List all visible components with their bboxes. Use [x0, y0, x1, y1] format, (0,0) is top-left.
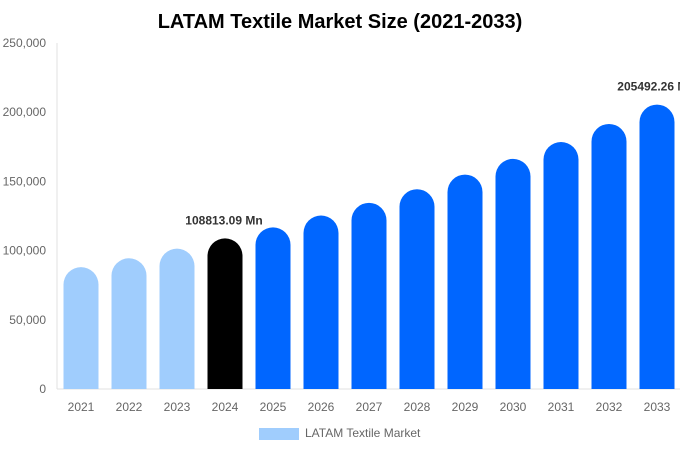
- x-tick-label: 2024: [212, 400, 239, 414]
- x-tick-label: 2029: [452, 400, 479, 414]
- bar-2031[interactable]: [543, 142, 579, 389]
- data-label-2024: 108813.09 Mn: [185, 213, 262, 227]
- bar-2026[interactable]: [303, 215, 339, 389]
- bar-2030[interactable]: [495, 158, 531, 389]
- x-tick-label: 2026: [308, 400, 335, 414]
- bar-2021[interactable]: [63, 267, 99, 389]
- legend-label: LATAM Textile Market: [305, 426, 421, 440]
- y-tick-label: 0: [39, 382, 46, 396]
- chart-title: LATAM Textile Market Size (2021-2033): [158, 11, 523, 33]
- bar-2023[interactable]: [159, 248, 195, 389]
- x-tick-label: 2021: [68, 400, 95, 414]
- bar-2024[interactable]: [207, 238, 243, 389]
- bar-2028[interactable]: [399, 189, 435, 389]
- bar-2032[interactable]: [591, 123, 627, 390]
- x-tick-label: 2022: [116, 400, 143, 414]
- bar-2029[interactable]: [447, 174, 483, 389]
- data-label-2033: 205492.26 Mn: [617, 80, 680, 94]
- x-tick-label: 2023: [164, 400, 191, 414]
- x-tick-label: 2033: [644, 400, 671, 414]
- x-tick-label: 2032: [596, 400, 623, 414]
- bar-2022[interactable]: [111, 258, 147, 389]
- y-tick-label: 150,000: [3, 174, 47, 188]
- y-tick-label: 200,000: [3, 105, 47, 119]
- x-tick-label: 2031: [548, 400, 575, 414]
- legend-swatch: [259, 428, 299, 440]
- bar-2025[interactable]: [255, 227, 291, 389]
- x-tick-label: 2027: [356, 400, 383, 414]
- legend[interactable]: LATAM Textile Market: [259, 426, 421, 440]
- y-tick-label: 50,000: [9, 313, 46, 327]
- x-tick-label: 2025: [260, 400, 287, 414]
- bar-2033[interactable]: [639, 104, 675, 390]
- bar-2027[interactable]: [351, 202, 387, 389]
- y-tick-label: 100,000: [3, 244, 47, 258]
- x-tick-label: 2030: [500, 400, 527, 414]
- y-tick-label: 250,000: [3, 36, 47, 50]
- x-tick-label: 2028: [404, 400, 431, 414]
